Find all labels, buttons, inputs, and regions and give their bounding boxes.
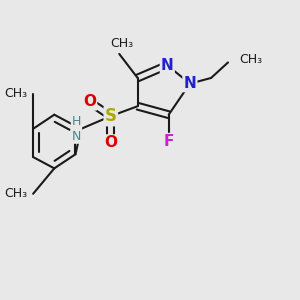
Text: CH₃: CH₃ [239,53,262,66]
Text: N: N [184,76,196,91]
Text: S: S [105,107,117,125]
Text: CH₃: CH₃ [110,37,134,50]
Text: O: O [104,135,117,150]
Text: O: O [83,94,96,110]
Text: CH₃: CH₃ [4,87,28,100]
Text: F: F [164,134,174,149]
Text: N: N [161,58,174,73]
Text: H
N: H N [72,115,81,143]
Text: CH₃: CH₃ [4,187,28,200]
